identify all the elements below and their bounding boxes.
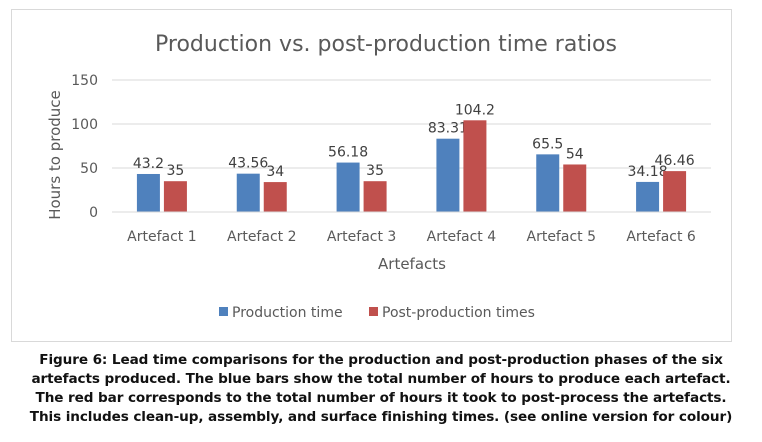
figure-caption: Figure 6: Lead time comparisons for the … — [0, 351, 762, 427]
data-label: 56.18 — [328, 145, 368, 161]
bar-production — [536, 154, 560, 212]
bar-post-production — [263, 182, 287, 212]
bar-production — [136, 173, 160, 212]
x-tick-label: Artefact 6 — [626, 229, 696, 245]
y-tick-label: 100 — [71, 117, 98, 133]
legend-swatch — [369, 307, 378, 316]
bar-post-production — [363, 181, 387, 212]
x-tick-label: Artefact 1 — [127, 229, 197, 245]
y-axis-label: Hours to produce — [46, 90, 64, 220]
data-label: 43.56 — [228, 156, 268, 172]
bar-chart: Production vs. post-production time rati… — [46, 32, 711, 321]
caption-line: The red bar corresponds to the total num… — [35, 390, 727, 406]
y-tick-label: 50 — [80, 161, 98, 177]
data-label: 46.46 — [655, 153, 695, 169]
data-label: 35 — [366, 163, 384, 179]
data-label: 83.31 — [428, 121, 468, 137]
bar-production — [436, 138, 460, 212]
bar-post-production — [163, 181, 187, 212]
bar-production — [336, 162, 360, 212]
chart-frame: Production vs. post-production time rati… — [11, 9, 732, 342]
legend: Production time Post-production times — [219, 305, 535, 321]
bar-post-production — [663, 171, 687, 212]
bar-post-production — [563, 164, 587, 212]
x-tick-label: Artefact 3 — [327, 229, 397, 245]
y-tick-label: 0 — [89, 205, 98, 221]
data-label: 34.18 — [628, 164, 668, 180]
caption-line: artefacts produced. The blue bars show t… — [31, 371, 731, 387]
caption-line: This includes clean-up, assembly, and su… — [29, 409, 733, 425]
data-label: 104.2 — [455, 102, 495, 118]
x-axis-label: Artefacts — [378, 255, 446, 273]
data-label: 34 — [266, 164, 284, 180]
data-label: 43.2 — [133, 156, 164, 172]
legend-label: Post-production times — [382, 305, 535, 321]
x-tick-label: Artefact 2 — [227, 229, 297, 245]
data-label: 54 — [566, 146, 584, 162]
caption-line: Figure 6: Lead time comparisons for the … — [39, 352, 723, 368]
y-tick-label: 150 — [71, 73, 98, 89]
bar-production — [636, 181, 660, 212]
bar-post-production — [463, 120, 487, 212]
x-tick-label: Artefact 5 — [527, 229, 597, 245]
data-label: 65.5 — [532, 136, 563, 152]
bar-production — [236, 173, 260, 212]
chart-title: Production vs. post-production time rati… — [155, 32, 617, 57]
data-label: 35 — [167, 163, 185, 179]
legend-label: Production time — [232, 305, 343, 321]
legend-swatch — [219, 307, 228, 316]
x-tick-label: Artefact 4 — [427, 229, 497, 245]
